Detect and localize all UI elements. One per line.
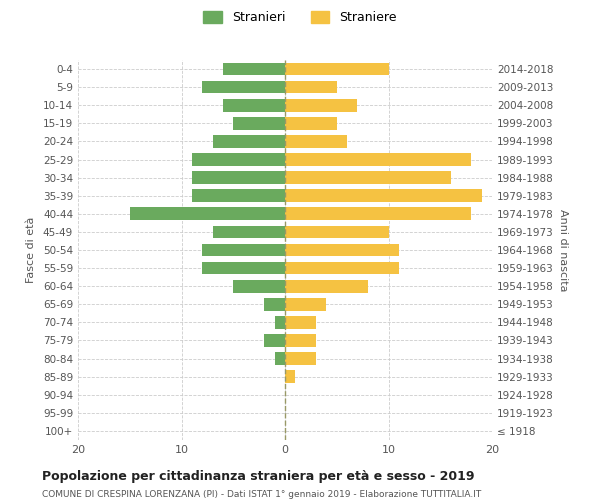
- Y-axis label: Fasce di età: Fasce di età: [26, 217, 36, 283]
- Bar: [285, 316, 316, 328]
- Bar: [285, 62, 389, 76]
- Bar: [285, 190, 482, 202]
- Bar: [285, 81, 337, 94]
- Bar: [265, 298, 285, 310]
- Bar: [285, 280, 368, 292]
- Bar: [202, 244, 285, 256]
- Bar: [192, 153, 285, 166]
- Bar: [285, 244, 399, 256]
- Bar: [212, 226, 285, 238]
- Bar: [285, 208, 472, 220]
- Bar: [285, 117, 337, 130]
- Bar: [285, 135, 347, 148]
- Bar: [285, 99, 358, 112]
- Y-axis label: Anni di nascita: Anni di nascita: [557, 209, 568, 291]
- Bar: [202, 262, 285, 274]
- Legend: Stranieri, Straniere: Stranieri, Straniere: [198, 6, 402, 29]
- Bar: [223, 62, 285, 76]
- Bar: [130, 208, 285, 220]
- Bar: [233, 280, 285, 292]
- Bar: [192, 172, 285, 184]
- Bar: [285, 298, 326, 310]
- Bar: [285, 370, 295, 383]
- Bar: [285, 262, 399, 274]
- Bar: [285, 352, 316, 365]
- Bar: [285, 226, 389, 238]
- Bar: [265, 334, 285, 347]
- Bar: [212, 135, 285, 148]
- Bar: [285, 334, 316, 347]
- Bar: [223, 99, 285, 112]
- Bar: [285, 153, 472, 166]
- Text: Popolazione per cittadinanza straniera per età e sesso - 2019: Popolazione per cittadinanza straniera p…: [42, 470, 475, 483]
- Bar: [192, 190, 285, 202]
- Bar: [233, 117, 285, 130]
- Bar: [275, 352, 285, 365]
- Bar: [275, 316, 285, 328]
- Text: COMUNE DI CRESPINA LORENZANA (PI) - Dati ISTAT 1° gennaio 2019 - Elaborazione TU: COMUNE DI CRESPINA LORENZANA (PI) - Dati…: [42, 490, 481, 499]
- Bar: [285, 172, 451, 184]
- Bar: [202, 81, 285, 94]
